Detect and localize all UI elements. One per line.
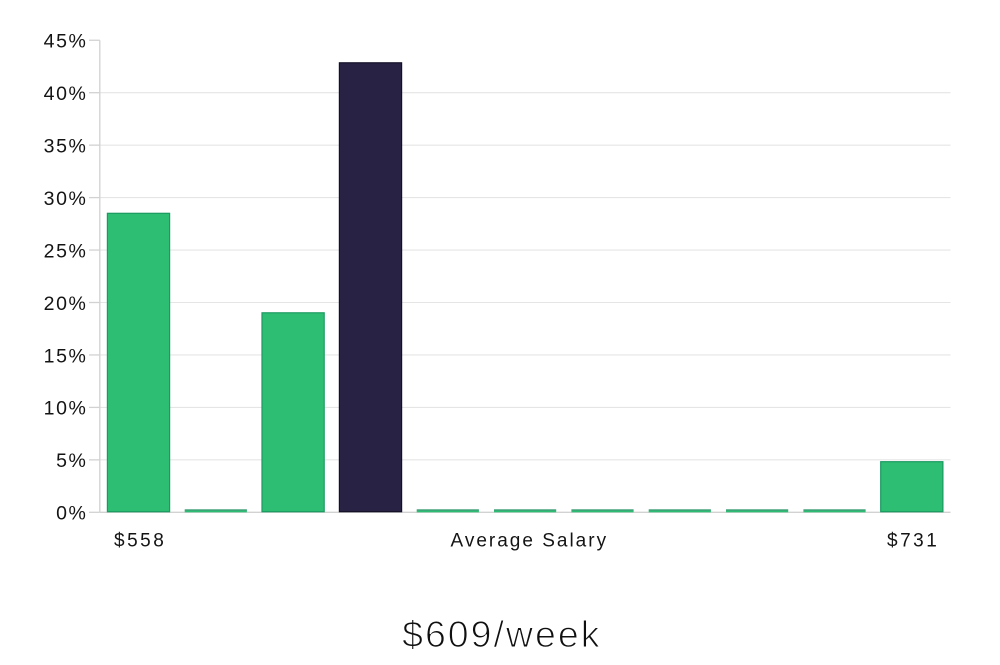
svg-text:40%: 40% xyxy=(44,83,88,105)
svg-text:25%: 25% xyxy=(44,240,88,262)
svg-text:$609/week: $609/week xyxy=(402,613,601,655)
svg-text:0%: 0% xyxy=(56,503,87,525)
svg-text:35%: 35% xyxy=(44,135,88,157)
svg-text:5%: 5% xyxy=(56,450,87,472)
svg-text:$731: $731 xyxy=(887,531,939,552)
svg-text:Average Salary: Average Salary xyxy=(451,531,609,552)
svg-text:$558: $558 xyxy=(114,531,166,552)
svg-text:15%: 15% xyxy=(44,345,88,367)
svg-text:30%: 30% xyxy=(44,188,88,210)
svg-text:45%: 45% xyxy=(44,31,88,53)
svg-text:10%: 10% xyxy=(44,398,88,420)
svg-text:20%: 20% xyxy=(44,293,88,315)
